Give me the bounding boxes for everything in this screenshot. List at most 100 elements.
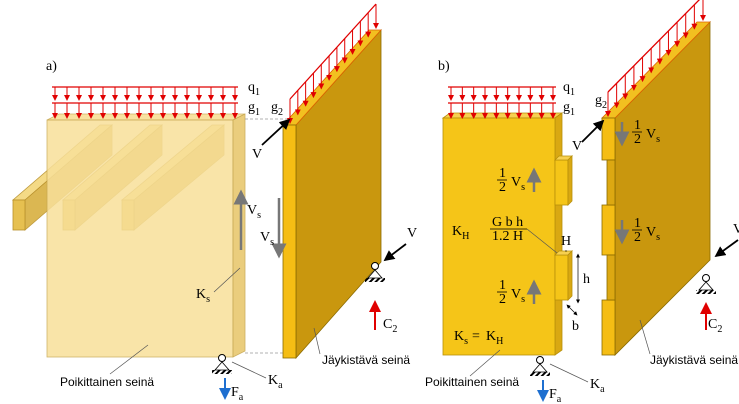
label-transverse-wall: Poikittainen seinä: [425, 375, 519, 389]
ks-base: K: [454, 329, 464, 344]
label-vs-sub: s: [656, 134, 660, 145]
label-vs-base: V: [260, 230, 270, 245]
stiff-notch: [607, 255, 615, 300]
label-g1-sub: 1: [255, 107, 260, 118]
label-g1: g1: [248, 100, 260, 118]
stiff-notch: [607, 160, 615, 205]
stiff-block: [602, 300, 615, 355]
label-v: V: [733, 222, 739, 237]
label-ka: Ka: [268, 373, 283, 391]
label-g2: g2: [595, 93, 607, 111]
fraction-num: 1: [634, 118, 641, 133]
page: Seinät html, body { margin: 0; padding: …: [0, 0, 739, 404]
label-g1: g1: [563, 100, 575, 118]
shear-arrow: [582, 121, 603, 142]
label-fa-base: F: [231, 385, 239, 400]
label-vs-base: V: [511, 175, 521, 190]
stiff-block: [602, 118, 615, 160]
label-v: V: [572, 139, 582, 154]
stiff-block: [602, 205, 615, 255]
label-vs: Vs: [247, 203, 261, 221]
label-g2-base: g: [595, 93, 602, 108]
label-fa-sub: a: [239, 392, 244, 403]
support-pin: [703, 275, 710, 282]
wall-top: [47, 114, 245, 120]
label-vs-sub: s: [521, 294, 525, 305]
label-q1-sub: 1: [570, 87, 575, 98]
wall-tooth: [555, 255, 568, 300]
support-hatch: [530, 372, 550, 376]
support-hatch: [696, 290, 716, 294]
tooth-side: [568, 251, 572, 300]
tooth-side: [568, 156, 572, 205]
panel-label: b): [438, 59, 450, 74]
label-ka-sub: a: [600, 384, 605, 395]
kh-base: K: [486, 329, 496, 344]
label-ka: Ka: [590, 377, 605, 395]
label-dim-b: b: [572, 319, 579, 334]
label-g2-base: g: [271, 100, 278, 115]
wall-side: [233, 114, 245, 357]
label-g1-base: g: [563, 100, 570, 115]
dim-line: [569, 307, 575, 313]
label-kh-sub: H: [462, 231, 469, 242]
body: {"panel_a": { "label": "a)", "q": {"base…: [0, 0, 739, 404]
label-vs-base: V: [646, 127, 656, 142]
label-fa-sub: a: [557, 394, 562, 404]
fraction-num: 1: [499, 166, 506, 181]
label-g2-sub: 2: [278, 107, 283, 118]
label-vs-sub: s: [270, 237, 274, 248]
label-ks-base: K: [196, 287, 206, 302]
label-c2: C2: [708, 317, 722, 335]
label-c2-sub: 2: [392, 324, 397, 335]
label-c2-base: C: [708, 317, 717, 332]
label-ka-sub: a: [278, 380, 283, 391]
panel-label: a): [46, 59, 57, 74]
support-pin: [219, 355, 226, 362]
label-q1-base: q: [248, 80, 255, 95]
label-fa-base: F: [549, 387, 557, 402]
label-v: V: [252, 147, 262, 162]
label-vs-base: V: [646, 225, 656, 240]
transverse-wall: [47, 120, 233, 357]
label-g1-base: g: [248, 100, 255, 115]
shear-arrow: [385, 244, 406, 260]
label-g2: g2: [271, 100, 283, 118]
fraction-num: 1: [499, 278, 506, 293]
support: [699, 282, 713, 290]
label-g1-sub: 1: [570, 107, 575, 118]
fraction-den: 2: [499, 292, 506, 307]
label-dim-h: h: [583, 272, 590, 287]
label-vs-base: V: [247, 203, 257, 218]
label-vs: Vs: [260, 230, 274, 248]
support: [215, 362, 229, 370]
label-vs-sub: s: [257, 210, 261, 221]
label-fa: Fa: [549, 387, 562, 404]
label-c2-base: C: [383, 317, 392, 332]
label-q1: q1: [248, 80, 260, 98]
kh-sub: H: [496, 336, 503, 347]
label-fa: Fa: [231, 385, 244, 403]
fraction-den: 2: [499, 180, 506, 195]
label-vs-sub: s: [656, 232, 660, 243]
support-hatch: [365, 278, 385, 282]
support-hatch: [212, 370, 232, 374]
wall-tooth: [555, 160, 568, 205]
beam-front: [13, 200, 25, 230]
wall-top: [443, 113, 562, 118]
fraction-den: 2: [634, 132, 641, 147]
diagram: a)q1g1g2VVsVsKsFaKaPoikittainen seinäC2V…: [0, 0, 739, 404]
fraction-den: 2: [634, 230, 641, 245]
label-vs-base: V: [511, 287, 521, 302]
formula-denominator: 1.2 H: [492, 229, 523, 244]
label-vs-sub: s: [521, 182, 525, 193]
label-q1: q1: [563, 80, 575, 98]
label-g2-sub: 2: [602, 100, 607, 111]
support: [533, 364, 547, 372]
shear-arrow: [716, 240, 738, 256]
stiff-side: [615, 22, 710, 355]
support-pin: [372, 263, 379, 270]
fraction-num: 1: [634, 216, 641, 231]
label-stiffening-wall: Jäykistävä seinä: [322, 353, 410, 367]
label-c2-sub: 2: [717, 324, 722, 335]
